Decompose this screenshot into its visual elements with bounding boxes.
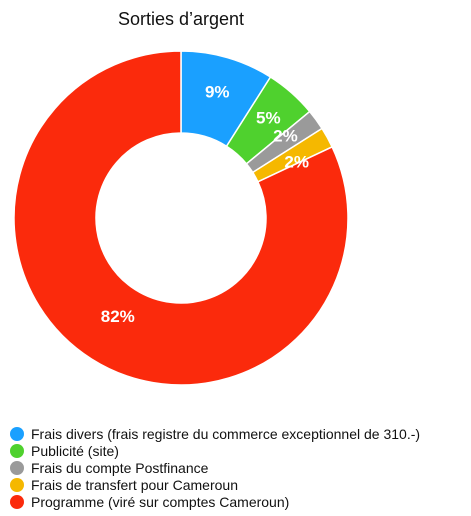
legend-swatch: [10, 443, 24, 458]
chart-title: Sorties d’argent: [117, 9, 245, 29]
legend-swatch: [10, 494, 24, 509]
legend-label: Publicité (site): [31, 442, 119, 459]
legend-label: Frais divers (frais registre du commerce…: [31, 425, 421, 442]
slice-labels: 9%5%2%2%82%: [101, 83, 309, 326]
slice-label-frais-divers-frais-registre-du-commerce-exceptionnel-de-310: 9%: [205, 83, 230, 102]
legend-item-frais-divers-frais-registre-du-commerce-exceptionnel-de-310: Frais divers (frais registre du commerce…: [10, 425, 420, 442]
legend-swatch: [10, 460, 24, 475]
legend: Frais divers (frais registre du commerce…: [10, 425, 420, 510]
legend-swatch: [10, 477, 24, 492]
slice-label-programme-vire-sur-comptes-cameroun: 82%: [101, 307, 135, 326]
slice-label-frais-de-transfert-pour-cameroun: 2%: [284, 153, 309, 172]
legend-label: Programme (viré sur comptes Cameroun): [31, 493, 290, 510]
donut-chart: 9%5%2%2%82%: [13, 50, 349, 386]
slice-programme-vire-sur-comptes-cameroun: [13, 50, 349, 386]
legend-item-frais-de-transfert-pour-cameroun: Frais de transfert pour Cameroun: [10, 476, 420, 493]
donut-slices: [13, 50, 349, 386]
legend-item-frais-du-compte-postfinance: Frais du compte Postfinance: [10, 459, 420, 476]
legend-item-publicite-site: Publicité (site): [10, 442, 420, 459]
slice-label-publicite-site: 5%: [256, 108, 281, 127]
legend-label: Frais de transfert pour Cameroun: [31, 476, 238, 493]
legend-label: Frais du compte Postfinance: [31, 459, 209, 476]
legend-item-programme-vire-sur-comptes-cameroun: Programme (viré sur comptes Cameroun): [10, 493, 420, 510]
slice-label-frais-du-compte-postfinance: 2%: [273, 127, 298, 146]
legend-swatch: [10, 426, 24, 441]
